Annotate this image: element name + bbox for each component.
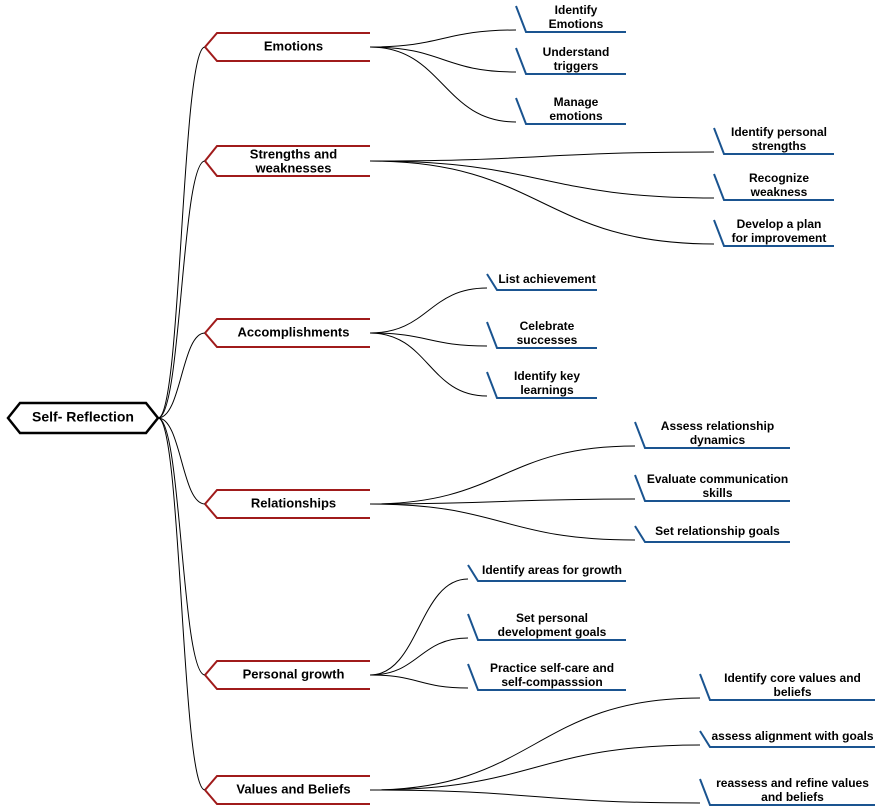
mindmap-diagram: Self- ReflectionEmotionsStrengths andwea… [0, 0, 884, 807]
svg-text:weaknesses: weaknesses [255, 160, 332, 175]
svg-text:Personal growth: Personal growth [243, 666, 345, 681]
svg-text:triggers: triggers [554, 59, 599, 73]
svg-text:Evaluate communication: Evaluate communication [647, 472, 788, 486]
svg-text:Identify: Identify [555, 3, 598, 17]
svg-text:Values and Beliefs: Values and Beliefs [236, 781, 350, 796]
svg-text:Understand: Understand [543, 45, 610, 59]
svg-text:Identify personal: Identify personal [731, 125, 827, 139]
svg-text:and beliefs: and beliefs [761, 790, 824, 804]
svg-text:dynamics: dynamics [690, 433, 746, 447]
svg-text:for improvement: for improvement [732, 231, 827, 245]
svg-text:weakness: weakness [750, 185, 808, 199]
root-label: Self- Reflection [32, 409, 134, 425]
svg-text:Develop a plan: Develop a plan [737, 217, 822, 231]
svg-text:Accomplishments: Accomplishments [238, 324, 350, 339]
svg-text:Identify core values and: Identify core values and [724, 671, 861, 685]
svg-text:assess alignment with goals: assess alignment with goals [711, 729, 873, 743]
svg-text:learnings: learnings [520, 383, 574, 397]
svg-text:reassess and refine values: reassess and refine values [716, 776, 869, 790]
svg-text:Practice self-care and: Practice self-care and [490, 661, 614, 675]
svg-text:emotions: emotions [549, 109, 603, 123]
svg-text:Set personal: Set personal [516, 611, 588, 625]
svg-text:development goals: development goals [498, 625, 607, 639]
svg-text:Emotions: Emotions [549, 17, 604, 31]
svg-text:Recognize: Recognize [749, 171, 809, 185]
svg-text:Identify areas for growth: Identify areas for growth [482, 563, 622, 577]
svg-text:Assess relationship: Assess relationship [661, 419, 774, 433]
svg-text:beliefs: beliefs [773, 685, 811, 699]
svg-text:Relationships: Relationships [251, 495, 336, 510]
svg-text:List achievement: List achievement [498, 272, 595, 286]
svg-text:Emotions: Emotions [264, 38, 323, 53]
svg-text:self-compasssion: self-compasssion [501, 675, 602, 689]
svg-text:Identify key: Identify key [514, 369, 580, 383]
svg-text:Strengths and: Strengths and [250, 146, 337, 161]
svg-text:Set relationship goals: Set relationship goals [655, 524, 780, 538]
svg-text:strengths: strengths [752, 139, 807, 153]
svg-text:successes: successes [517, 333, 578, 347]
svg-text:skills: skills [702, 486, 732, 500]
svg-text:Celebrate: Celebrate [520, 319, 575, 333]
svg-text:Manage: Manage [554, 95, 599, 109]
